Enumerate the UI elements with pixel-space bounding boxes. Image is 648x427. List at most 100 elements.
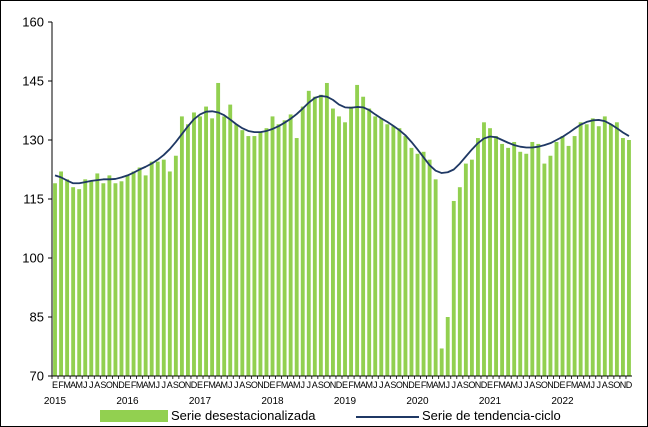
bar [572,136,577,376]
bar [95,173,100,376]
x-month-label: O [541,380,548,390]
y-tick-label: 130 [22,133,44,148]
x-year-label: 2022 [551,396,574,407]
bar [155,161,160,376]
bar [367,108,372,377]
bar [306,90,311,376]
x-month-label: J [524,380,529,390]
x-month-label: S [463,380,469,390]
bar [246,136,251,376]
x-month-label: A [215,380,221,390]
x-month-label: N [257,380,264,390]
x-month-label: D [118,380,125,390]
x-month-label: E [415,380,421,390]
x-year-label: 2016 [116,396,139,407]
x-month-label: F [493,380,499,390]
x-month-label: N [547,380,554,390]
bar [560,136,565,376]
bar [482,122,486,376]
bar [439,348,444,376]
x-month-label: J [379,380,384,390]
x-month-label: E [487,380,493,390]
x-month-label: F [348,380,354,390]
bar [179,116,184,377]
x-year-label: 2021 [479,396,502,407]
bar [373,116,378,377]
bar [337,116,341,377]
bar [451,200,456,376]
bar [506,147,511,376]
bar [621,138,625,376]
bar [198,116,202,377]
bar [469,159,474,376]
bar [494,136,498,376]
x-month-label: O [613,380,620,390]
bar [385,124,390,377]
bar [228,104,233,376]
bar [349,106,353,377]
x-month-label: F [276,380,282,390]
x-month-label: J [518,380,523,390]
bar [415,153,420,376]
x-month-label: J [162,380,167,390]
x-month-label: F [566,380,572,390]
bar [590,118,595,376]
bar [343,122,347,376]
legend: Serie desestacionalizada Serie de tenden… [100,408,561,423]
bar [83,179,88,376]
x-year-label: 2015 [44,396,67,407]
x-month-label: A [529,380,535,390]
x-month-label: J [234,380,239,390]
x-month-label: J [228,380,233,390]
x-month-label: M [220,380,228,390]
x-month-label: M [426,380,434,390]
x-month-label: E [197,380,203,390]
bar [167,171,172,376]
bar [627,140,631,376]
y-tick-label: 85 [30,310,44,325]
x-month-label: J [445,380,450,390]
x-month-label: A [70,380,76,390]
x-month-label: M [438,380,446,390]
legend-swatch-bar [100,410,168,422]
x-year-label: 2019 [334,396,357,407]
bar [186,124,190,377]
bar [427,159,432,376]
bar [59,171,63,376]
legend-label-line: Serie de tendencia-ciclo [422,408,561,423]
x-month-label: E [270,380,276,390]
bar [421,151,426,376]
bar [282,120,287,376]
x-month-label: S [100,380,106,390]
x-month-label: A [143,380,149,390]
bar [536,143,541,376]
bar [397,128,402,376]
x-month-label: A [239,380,245,390]
x-month-label: A [505,380,511,390]
x-month-label: S [608,380,614,390]
y-tick-label: 160 [22,15,44,30]
x-month-label: M [208,380,216,390]
bar [584,124,589,377]
bar [252,136,257,376]
x-year-label: 2020 [406,396,429,407]
x-month-label: F [203,380,209,390]
bar [457,187,462,376]
x-month-label: O [468,380,475,390]
bar [403,136,408,376]
x-month-label: E [52,380,58,390]
bar [107,175,112,376]
bar [276,124,281,377]
x-month-label: E [560,380,566,390]
trend-line [54,95,630,185]
x-month-label: F [131,380,137,390]
x-month-label: D [336,380,343,390]
bar [312,96,317,376]
x-month-label: S [390,380,396,390]
x-month-label: O [106,380,113,390]
x-month-label: J [590,380,595,390]
x-month-label: A [578,380,584,390]
x-month-label: N [330,380,337,390]
bar [614,122,619,376]
